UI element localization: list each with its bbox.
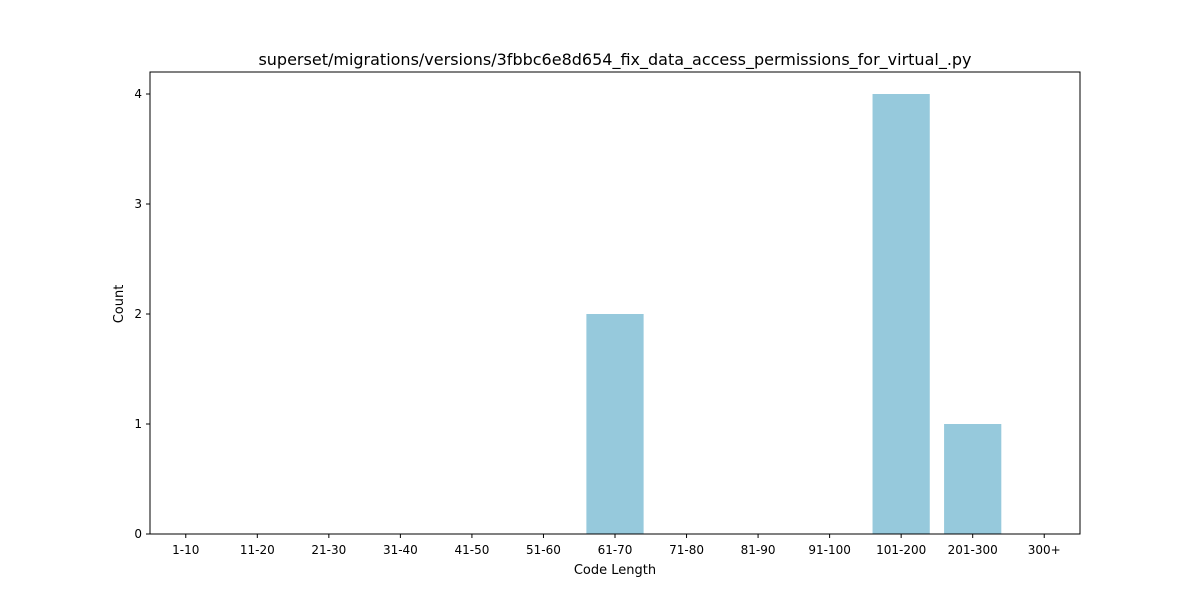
- y-tick-label: 4: [134, 87, 142, 101]
- x-tick-label: 41-50: [454, 543, 489, 557]
- x-tick-label: 31-40: [383, 543, 418, 557]
- bar-101-200: [872, 94, 930, 534]
- x-tick-label: 201-300: [948, 543, 998, 557]
- x-tick-label: 21-30: [311, 543, 346, 557]
- x-tick-label: 11-20: [240, 543, 275, 557]
- x-tick-label: 51-60: [526, 543, 561, 557]
- x-tick-label: 1-10: [172, 543, 199, 557]
- y-tick-label: 0: [134, 527, 142, 541]
- x-tick-label: 61-70: [598, 543, 633, 557]
- y-tick-label: 1: [134, 417, 142, 431]
- x-axis-label: Code Length: [574, 563, 656, 578]
- bar-61-70: [586, 314, 644, 534]
- x-tick-label: 71-80: [669, 543, 704, 557]
- y-axis-label: Count: [112, 285, 127, 324]
- bars-layer: [586, 94, 1002, 534]
- chart-title: superset/migrations/versions/3fbbc6e8d65…: [258, 50, 971, 70]
- x-tick-label: 91-100: [808, 543, 851, 557]
- bar-201-300: [944, 424, 1002, 534]
- x-tick-label: 300+: [1028, 543, 1061, 557]
- ticks-layer: 1-10 11-20 21-30 31-40 41-50 51-60 61-70 71-80 8…: [134, 87, 1060, 557]
- y-tick-label: 3: [134, 197, 142, 211]
- x-tick-label: 101-200: [876, 543, 926, 557]
- plot-area-frame: [149, 71, 1081, 535]
- y-tick-label: 2: [134, 307, 142, 321]
- x-tick-label: 81-90: [741, 543, 776, 557]
